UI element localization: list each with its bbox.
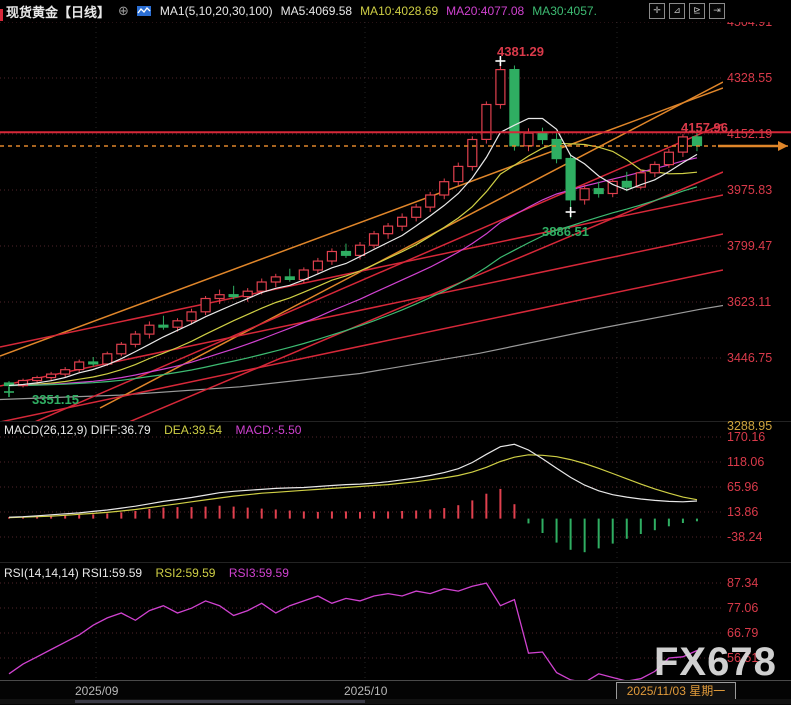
axis-scale-icon[interactable]: ⊿ — [669, 3, 685, 19]
clipped-left-axis-digit: 3 — [0, 183, 5, 197]
clipped-left-axis-digit: 1 — [0, 295, 5, 309]
macd-axis-label: -38.24 — [727, 530, 763, 544]
price-axis-label: 3446.75 — [727, 351, 773, 365]
macd-dea-label: DEA:39.54 — [164, 423, 223, 437]
price-annotation: 3886.51 — [542, 224, 589, 239]
ma-group-label: MA1(5,10,20,30,100) — [159, 4, 273, 18]
price-annotation: 4157.96 — [681, 120, 728, 135]
macd-header: MACD(26,12,9) DIFF:36.79 DEA:39.54 MACD:… — [4, 423, 301, 437]
ma5-value: MA5:4069.58 — [280, 4, 353, 18]
rsi-header: RSI(14,14,14) RSI1:59.59 RSI2:59.59 RSI3… — [4, 566, 289, 580]
rsi-axis-label: 87.34 — [727, 576, 759, 590]
price-axis-label: 4152.19 — [727, 127, 773, 141]
rsi-axis-label: 56.51 — [727, 651, 759, 665]
macd-axis-label: 65.96 — [727, 480, 759, 494]
price-annotation: 4381.29 — [497, 44, 544, 59]
scrollbar-track[interactable] — [0, 699, 791, 704]
price-annotation: 3351.15 — [32, 392, 79, 407]
price-pane — [0, 56, 723, 421]
ma30-value: MA30:4057. — [532, 4, 597, 18]
ma20-value: MA20:4077.08 — [446, 4, 525, 18]
pane-divider — [0, 421, 791, 422]
rsi3-label: RSI3:59.59 — [228, 566, 289, 580]
circle-plus-icon[interactable]: ⊕ — [118, 3, 129, 18]
macd-axis-label: 118.06 — [727, 455, 765, 469]
clipped-left-axis-digit: 5 — [0, 351, 5, 365]
pane-divider — [0, 562, 791, 563]
price-axis-label: 3799.47 — [727, 239, 773, 253]
macd-axis-label: 170.16 — [727, 430, 766, 444]
ma10-value: MA10:4028.69 — [360, 4, 439, 18]
macd-params-label: MACD(26,12,9) DIFF:36.79 — [4, 423, 151, 437]
rsi2-label: RSI2:59.59 — [155, 566, 216, 580]
crosshair-date-box: 2025/11/03 星期一 — [616, 682, 736, 700]
scrollbar-thumb[interactable] — [75, 700, 365, 703]
collapse-right-icon[interactable]: ⇥ — [709, 3, 725, 19]
time-axis-label-oct: 2025/10 — [344, 684, 388, 698]
chart-header-bar: 现货黄金【日线】 ⊕ MA1(5,10,20,30,100) MA5:4069.… — [0, 0, 791, 22]
chart-type-icon[interactable] — [136, 5, 152, 17]
edge-marker — [0, 9, 3, 21]
price-axis-bottom-label: 3288.95 — [727, 419, 773, 433]
clipped-left-axis-digit: 7 — [0, 239, 5, 253]
price-axis-label: 3623.11 — [727, 295, 772, 309]
rsi-axis-label: 66.79 — [727, 626, 759, 640]
macd-axis-label: 13.86 — [727, 505, 759, 519]
price-axis-label: 3975.83 — [727, 183, 773, 197]
macd-pane — [8, 443, 698, 553]
macd-macd-label: MACD:-5.50 — [235, 423, 302, 437]
rsi-axis-label: 77.06 — [727, 601, 759, 615]
toolbar-icons: ✛ ⊿ ⊵ ⇥ — [649, 3, 725, 19]
clipped-left-axis-digit: 9 — [0, 127, 5, 141]
rsi1-label: RSI(14,14,14) RSI1:59.59 — [4, 566, 143, 580]
price-axis-label: 4328.55 — [727, 71, 773, 85]
symbol-title: 现货黄金【日线】 — [6, 4, 111, 20]
axis-play-icon[interactable]: ⊵ — [689, 3, 705, 19]
site-watermark: FX678 — [654, 640, 777, 684]
time-axis-label-sep: 2025/09 — [75, 684, 119, 698]
pan-icon[interactable]: ✛ — [649, 3, 665, 19]
